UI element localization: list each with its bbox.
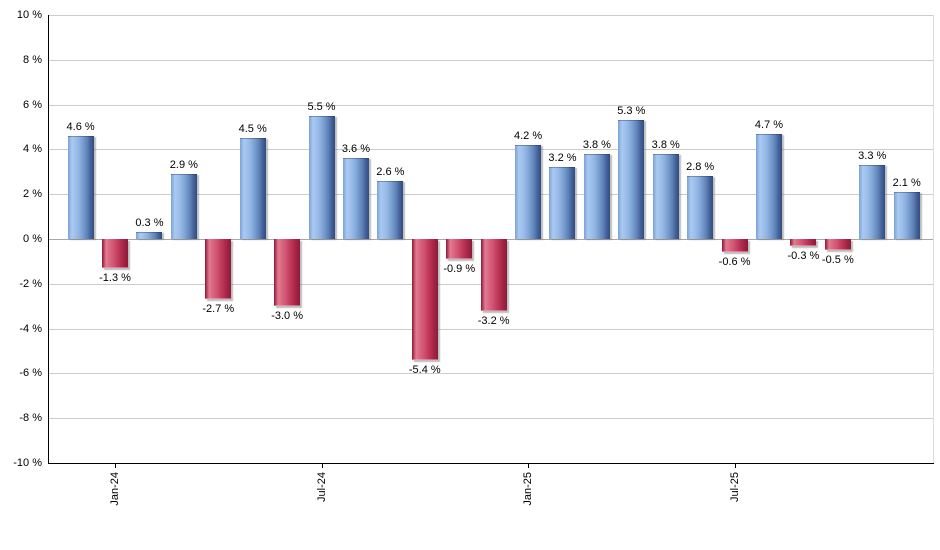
x-tick-label: Jul-24	[315, 472, 328, 502]
bar-negative	[480, 239, 507, 311]
bar-positive	[583, 153, 610, 239]
bar-value-label: 3.8 %	[651, 138, 680, 151]
x-axis-tick	[115, 463, 117, 468]
x-tick-label: Jul-25	[728, 472, 741, 502]
bar-positive	[136, 232, 163, 239]
gridline	[48, 104, 933, 106]
bar-positive	[652, 153, 679, 239]
y-tick-label: -2 %	[19, 277, 42, 290]
bar-value-label: 0.3 %	[135, 217, 164, 230]
bar-negative	[205, 239, 232, 300]
bar-negative	[274, 239, 301, 307]
gridline	[48, 373, 933, 375]
bar-positive	[859, 165, 886, 239]
x-axis-tick	[528, 463, 530, 468]
bar-positive	[308, 115, 335, 239]
bar-negative	[102, 239, 129, 269]
bar-positive	[377, 180, 404, 239]
y-axis-line	[48, 15, 49, 464]
y-tick-label: 10 %	[16, 9, 42, 21]
y-tick-label: -6 %	[19, 367, 42, 380]
gridline	[48, 149, 933, 151]
x-axis-tick	[321, 463, 323, 468]
bar-value-label: -0.9 %	[443, 263, 476, 276]
bar-value-label: -1.3 %	[99, 272, 131, 285]
bar-value-label: 5.3 %	[617, 105, 646, 118]
bar-value-label: -0.6 %	[718, 256, 751, 269]
bar-value-label: 4.2 %	[513, 129, 543, 142]
gridline	[48, 418, 933, 420]
y-tick-label: 4 %	[23, 143, 42, 156]
bar-positive	[170, 174, 197, 239]
bar-value-label: 3.6 %	[341, 143, 371, 156]
bar-positive	[618, 120, 645, 239]
y-tick-label: -4 %	[19, 322, 42, 335]
bar-positive	[515, 144, 542, 239]
gridline	[48, 328, 933, 330]
bar-positive	[687, 176, 714, 239]
bar-value-label: 2.1 %	[892, 176, 921, 189]
x-axis-line	[48, 463, 934, 464]
bar-value-label: -5.4 %	[408, 363, 441, 376]
y-tick-label: -10 %	[13, 457, 42, 469]
bar-value-label: 5.5 %	[307, 100, 336, 113]
bar-value-label: 3.3 %	[858, 150, 887, 163]
bar-value-label: 4.5 %	[238, 123, 267, 136]
bar-positive	[756, 133, 782, 239]
y-tick-label: 6 %	[23, 98, 42, 111]
x-tick-label-wrap: Jan-24	[109, 468, 143, 506]
bar-positive	[549, 167, 576, 239]
x-tick-label-wrap: Jul-24	[316, 468, 346, 502]
bar-negative	[411, 239, 438, 360]
gridline	[48, 15, 933, 16]
y-tick-label: -8 %	[19, 412, 42, 425]
y-tick-label: 0 %	[23, 233, 42, 245]
x-axis-tick	[734, 463, 736, 468]
bar-negative	[721, 239, 748, 253]
bar-value-label: -2.7 %	[202, 303, 235, 316]
bar-positive	[239, 138, 266, 239]
bar-value-label: 3.8 %	[582, 138, 611, 151]
bar-positive	[342, 158, 369, 239]
bar-positive	[893, 191, 920, 239]
bar-value-label: 2.9 %	[169, 159, 198, 172]
bar-negative	[824, 239, 851, 251]
x-tick-label-wrap: Jul-25	[729, 468, 759, 502]
bar-positive	[67, 135, 94, 239]
y-tick-label: 2 %	[23, 188, 42, 201]
bar-value-label: 2.6 %	[376, 165, 405, 178]
bar-value-label: -0.3 %	[787, 249, 820, 262]
bar-value-label: 3.2 %	[548, 152, 577, 165]
x-tick-label-wrap: Jan-25	[522, 468, 556, 506]
gridline	[48, 59, 933, 61]
y-tick-label: 8 %	[23, 53, 42, 66]
bar-negative	[790, 239, 817, 246]
bar-value-label: -3.0 %	[271, 310, 304, 323]
bar-value-label: 2.8 %	[686, 161, 715, 174]
bar-value-label: -0.5 %	[821, 254, 854, 267]
gridline	[48, 194, 933, 196]
x-tick-label: Jan-24	[109, 472, 122, 506]
x-tick-label: Jan-25	[522, 472, 535, 506]
bar-value-label: 4.7 %	[754, 118, 784, 131]
bar-value-label: 4.6 %	[66, 120, 95, 133]
bar-value-label: -3.2 %	[477, 314, 510, 327]
bar-negative	[446, 239, 473, 260]
